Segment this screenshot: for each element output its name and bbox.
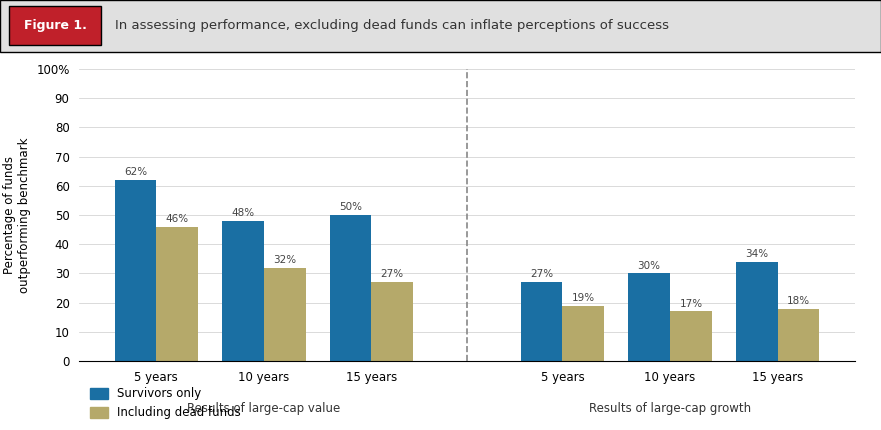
Text: 27%: 27% bbox=[381, 269, 403, 280]
FancyBboxPatch shape bbox=[0, 0, 881, 52]
Bar bbox=[736, 262, 778, 361]
Bar bbox=[156, 227, 198, 361]
Text: 32%: 32% bbox=[273, 255, 296, 265]
FancyBboxPatch shape bbox=[9, 6, 101, 46]
Bar bbox=[263, 267, 306, 361]
Text: 17%: 17% bbox=[679, 298, 702, 309]
Text: 62%: 62% bbox=[124, 167, 147, 177]
Text: 50%: 50% bbox=[339, 202, 362, 212]
Text: Results of large-cap growth: Results of large-cap growth bbox=[589, 402, 751, 415]
Text: 34%: 34% bbox=[745, 249, 768, 259]
Y-axis label: Percentage of funds
outperforming benchmark: Percentage of funds outperforming benchm… bbox=[3, 137, 31, 293]
Bar bbox=[372, 282, 413, 361]
Text: 18%: 18% bbox=[787, 296, 810, 306]
Bar bbox=[628, 273, 670, 361]
Bar bbox=[778, 309, 819, 361]
Bar bbox=[329, 215, 372, 361]
Bar bbox=[521, 282, 562, 361]
Text: 48%: 48% bbox=[232, 208, 255, 218]
Text: In assessing performance, excluding dead funds can inflate perceptions of succes: In assessing performance, excluding dead… bbox=[115, 19, 669, 32]
Legend: Survivors only, Including dead funds: Survivors only, Including dead funds bbox=[85, 383, 246, 424]
Bar bbox=[670, 311, 712, 361]
Bar bbox=[562, 306, 604, 361]
Bar bbox=[222, 221, 263, 361]
Text: 46%: 46% bbox=[166, 214, 189, 224]
Bar bbox=[115, 180, 156, 361]
Text: 19%: 19% bbox=[572, 293, 595, 303]
Text: Figure 1.: Figure 1. bbox=[24, 19, 87, 32]
Text: 27%: 27% bbox=[530, 269, 553, 280]
Text: 30%: 30% bbox=[638, 261, 661, 270]
Text: Results of large-cap value: Results of large-cap value bbox=[188, 402, 340, 415]
